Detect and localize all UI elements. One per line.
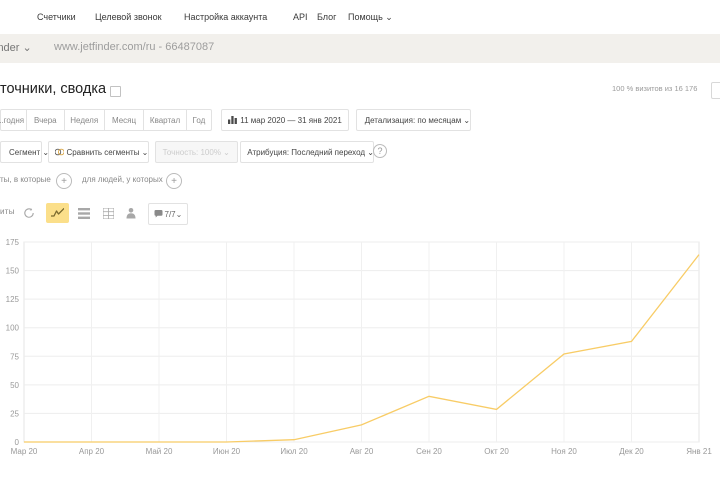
svg-text:Июл 20: Июл 20 bbox=[280, 447, 308, 456]
svg-text:Апр 20: Апр 20 bbox=[79, 447, 105, 456]
svg-text:Июн 20: Июн 20 bbox=[213, 447, 241, 456]
svg-text:Янв 21: Янв 21 bbox=[686, 447, 712, 456]
svg-text:Окт 20: Окт 20 bbox=[484, 447, 509, 456]
svg-text:Ноя 20: Ноя 20 bbox=[551, 447, 577, 456]
svg-text:Мар 20: Мар 20 bbox=[11, 447, 38, 456]
svg-text:75: 75 bbox=[10, 352, 19, 361]
svg-text:25: 25 bbox=[10, 409, 19, 418]
svg-text:100: 100 bbox=[6, 324, 20, 333]
svg-text:125: 125 bbox=[6, 295, 20, 304]
svg-text:150: 150 bbox=[6, 267, 20, 276]
svg-text:50: 50 bbox=[10, 381, 19, 390]
svg-text:0: 0 bbox=[15, 438, 20, 447]
svg-text:175: 175 bbox=[6, 238, 20, 247]
svg-text:Дек 20: Дек 20 bbox=[619, 447, 644, 456]
svg-text:Май 20: Май 20 bbox=[146, 447, 173, 456]
svg-text:Сен 20: Сен 20 bbox=[416, 447, 442, 456]
svg-text:Авг 20: Авг 20 bbox=[350, 447, 374, 456]
